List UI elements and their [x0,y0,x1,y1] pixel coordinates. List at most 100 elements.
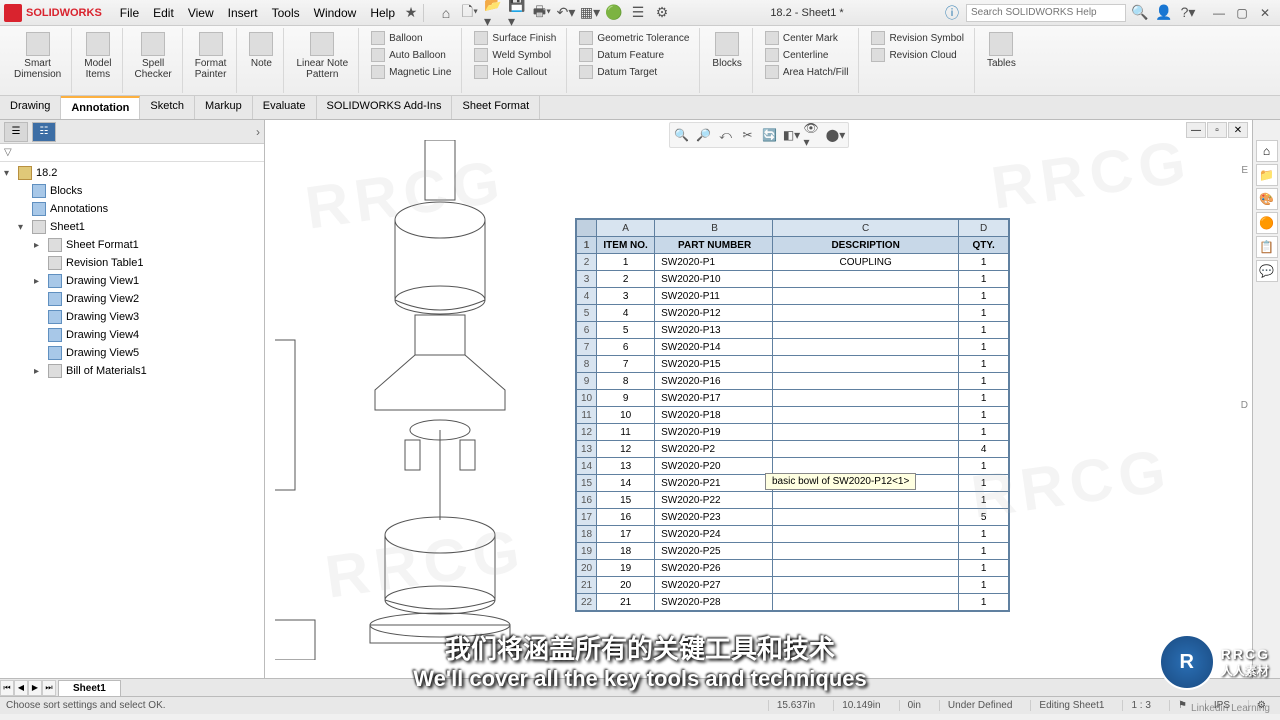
home-tab-icon[interactable]: ⌂ [1256,140,1278,162]
tree-item[interactable]: Drawing View3 [0,308,264,326]
tree-item[interactable]: ▾Sheet1 [0,218,264,236]
table-row[interactable]: 2019SW2020-P261 [577,560,1009,577]
weld-symbol-button[interactable]: Weld Symbol [470,47,560,63]
rotate-icon[interactable]: 🔄 [760,125,780,145]
tree-detail-button[interactable]: ☷ [32,122,56,142]
new-icon[interactable]: 🗋▾ [460,3,480,23]
auto-balloon-button[interactable]: Auto Balloon [367,47,455,63]
menu-edit[interactable]: Edit [147,4,180,22]
table-row[interactable]: 54SW2020-P121 [577,305,1009,322]
menu-view[interactable]: View [182,4,220,22]
appearances-tab-icon[interactable]: 🟠 [1256,212,1278,234]
sheet-prev-button[interactable]: ◀ [14,680,28,696]
table-row[interactable]: 21SW2020-P1COUPLING1 [577,254,1009,271]
geometric-tolerance-button[interactable]: Geometric Tolerance [575,30,693,46]
menu-help[interactable]: Help [364,4,401,22]
zoom-area-icon[interactable]: 🔎 [694,125,714,145]
table-row[interactable]: 87SW2020-P151 [577,356,1009,373]
spell-checker-button[interactable]: Spell Checker [131,30,176,82]
appearance-icon[interactable]: ⬤▾ [826,125,846,145]
tree-item[interactable]: ▸Sheet Format1 [0,236,264,254]
model-items-button[interactable]: Model Items [80,30,115,82]
tree-item[interactable]: Drawing View5 [0,344,264,362]
table-row[interactable]: 1716SW2020-P235 [577,509,1009,526]
doc-close-button[interactable]: ✕ [1228,122,1248,138]
hide-show-icon[interactable]: 👁▾ [804,125,824,145]
info-icon[interactable]: ⓘ [942,3,962,23]
undo-icon[interactable]: ↶▾ [556,3,576,23]
help-icon[interactable]: ?▾ [1178,3,1198,23]
menu-file[interactable]: File [114,4,145,22]
datum-target-button[interactable]: Datum Target [575,64,693,80]
select-icon[interactable]: ▦▾ [580,3,600,23]
tree-item[interactable]: Drawing View4 [0,326,264,344]
print-icon[interactable]: 🖶▾ [532,3,552,23]
table-row[interactable]: 1211SW2020-P191 [577,424,1009,441]
hole-callout-button[interactable]: Hole Callout [470,64,560,80]
status-scale[interactable]: 1 : 3 [1122,700,1158,711]
sheet-next-button[interactable]: ▶ [28,680,42,696]
help-search-input[interactable] [966,4,1126,22]
centerline-button[interactable]: Centerline [761,47,853,63]
drawing-canvas[interactable]: RRCG RRCG RRCG RRCG 🔍 🔎 ⤺ ✂ 🔄 ◧▾ 👁▾ ⬤▾ —… [265,120,1252,678]
options-icon[interactable]: ☰ [628,3,648,23]
zoom-prev-icon[interactable]: ⤺ [716,125,736,145]
user-icon[interactable]: 👤 [1154,3,1174,23]
tree-item[interactable]: Blocks [0,182,264,200]
tree-view-button[interactable]: ☰ [4,122,28,142]
table-row[interactable]: 98SW2020-P161 [577,373,1009,390]
custom-props-icon[interactable]: 📋 [1256,236,1278,258]
cmdtab-evaluate[interactable]: Evaluate [253,96,317,119]
forum-tab-icon[interactable]: 💬 [1256,260,1278,282]
table-row[interactable]: 2221SW2020-P281 [577,594,1009,611]
smart-dimension-button[interactable]: Smart Dimension [10,30,65,82]
display-style-icon[interactable]: ◧▾ [782,125,802,145]
tree-filter-bar[interactable]: ▽ [0,144,264,162]
balloon-button[interactable]: Balloon [367,30,455,46]
table-row[interactable]: 1110SW2020-P181 [577,407,1009,424]
home-icon[interactable]: ⌂ [436,3,456,23]
cmdtab-solidworks-add-ins[interactable]: SOLIDWORKS Add-Ins [317,96,453,119]
menu-window[interactable]: Window [308,4,363,22]
revision-cloud-button[interactable]: Revision Cloud [867,47,967,63]
maximize-button[interactable]: ▢ [1231,4,1253,22]
cmdtab-drawing[interactable]: Drawing [0,96,61,119]
resources-tab-icon[interactable]: 📁 [1256,164,1278,186]
cmdtab-annotation[interactable]: Annotation [61,96,140,119]
table-row[interactable]: 32SW2020-P101 [577,271,1009,288]
section-icon[interactable]: ✂ [738,125,758,145]
menu-tools[interactable]: Tools [266,4,306,22]
revision-symbol-button[interactable]: Revision Symbol [867,30,967,46]
doc-minimize-button[interactable]: — [1186,122,1206,138]
view-palette-icon[interactable]: 🎨 [1256,188,1278,210]
open-icon[interactable]: 📂▾ [484,3,504,23]
table-row[interactable]: 76SW2020-P141 [577,339,1009,356]
tree-item[interactable]: Drawing View2 [0,290,264,308]
table-row[interactable]: 1413SW2020-P201 [577,458,1009,475]
table-row[interactable]: 43SW2020-P111 [577,288,1009,305]
star-icon[interactable]: ★ [401,3,421,23]
table-row[interactable]: 2120SW2020-P271 [577,577,1009,594]
sheet-first-button[interactable]: ⏮ [0,680,14,696]
table-row[interactable]: 1817SW2020-P241 [577,526,1009,543]
datum-feature-button[interactable]: Datum Feature [575,47,693,63]
tables-button[interactable]: Tables [983,30,1020,71]
blocks-button[interactable]: Blocks [708,30,745,71]
tree-item[interactable]: Annotations [0,200,264,218]
format-painter-button[interactable]: Format Painter [191,30,231,82]
menu-insert[interactable]: Insert [222,4,264,22]
table-row[interactable]: 65SW2020-P131 [577,322,1009,339]
tree-item[interactable]: Revision Table1 [0,254,264,272]
doc-restore-button[interactable]: ▫ [1207,122,1227,138]
linear-note-pattern-button[interactable]: Linear Note Pattern [292,30,352,82]
settings-icon[interactable]: ⚙ [652,3,672,23]
tree-item[interactable]: ▸Bill of Materials1 [0,362,264,380]
surface-finish-button[interactable]: Surface Finish [470,30,560,46]
sheet-last-button[interactable]: ⏭ [42,680,56,696]
center-mark-button[interactable]: Center Mark [761,30,853,46]
minimize-button[interactable]: — [1208,4,1230,22]
table-row[interactable]: 1918SW2020-P251 [577,543,1009,560]
table-row[interactable]: 109SW2020-P171 [577,390,1009,407]
cmdtab-markup[interactable]: Markup [195,96,253,119]
table-row[interactable]: 1615SW2020-P221 [577,492,1009,509]
